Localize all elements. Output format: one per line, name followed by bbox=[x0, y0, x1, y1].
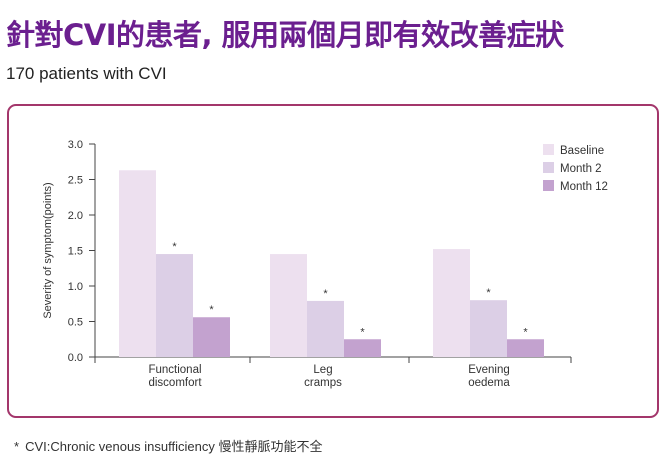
bar-baseline bbox=[433, 249, 470, 357]
footnote: * CVI:Chronic venous insufficiency 慢性靜脈功能… bbox=[14, 436, 328, 455]
category-label: cramps bbox=[304, 377, 342, 389]
category-label: Functional bbox=[148, 364, 201, 376]
bar-month-2 bbox=[307, 300, 344, 357]
category-label: Evening bbox=[468, 364, 510, 376]
bar-month-2 bbox=[470, 300, 507, 357]
bar-month-12 bbox=[507, 339, 544, 357]
significance-marker: * bbox=[172, 241, 177, 253]
category-label: Leg bbox=[313, 364, 332, 376]
bar-baseline bbox=[119, 170, 156, 357]
bar-baseline bbox=[270, 254, 307, 357]
y-tick-label: 2.5 bbox=[68, 175, 83, 187]
significance-marker: * bbox=[486, 287, 491, 299]
footnote-text: CVI:Chronic venous insufficiency 慢性靜脈功能不… bbox=[25, 439, 323, 454]
legend-label: Month 12 bbox=[560, 181, 608, 193]
significance-marker: * bbox=[209, 304, 214, 316]
bar-month-12 bbox=[344, 339, 381, 357]
chart-panel: 0.0 0.5 1.0 1.5 2.0 2.5 3.0 Severity of symptom… bbox=[7, 104, 659, 418]
y-tick-label: 1.0 bbox=[68, 281, 83, 293]
significance-marker: * bbox=[360, 326, 365, 338]
bar-month-12 bbox=[193, 317, 230, 357]
y-axis-label: Severity of symptom(points) bbox=[42, 182, 54, 318]
legend-label: Month 2 bbox=[560, 163, 602, 175]
legend-swatch bbox=[543, 162, 554, 173]
significance-marker: * bbox=[323, 288, 328, 300]
legend-swatch bbox=[543, 144, 554, 155]
y-tick-label: 0.5 bbox=[68, 317, 83, 329]
y-tick-label: 3.0 bbox=[68, 139, 83, 151]
bar-month-2 bbox=[156, 254, 193, 357]
page-subtitle: 170 patients with CVI bbox=[6, 64, 167, 83]
y-tick-label: 1.5 bbox=[68, 246, 83, 258]
significance-marker: * bbox=[523, 326, 528, 338]
legend-swatch bbox=[543, 180, 554, 191]
legend-label: Baseline bbox=[560, 145, 604, 157]
footnote-marker: * bbox=[14, 439, 20, 454]
y-tick-label: 0.0 bbox=[68, 352, 83, 364]
page-title: 針對CVI的患者, 服用兩個月即有效改善症狀 bbox=[6, 18, 564, 52]
y-tick-label: 2.0 bbox=[68, 210, 83, 222]
category-label: oedema bbox=[468, 377, 510, 389]
category-label: discomfort bbox=[148, 377, 202, 389]
severity-bar-chart: 0.0 0.5 1.0 1.5 2.0 2.5 3.0 Severity of symptom… bbox=[42, 139, 608, 389]
